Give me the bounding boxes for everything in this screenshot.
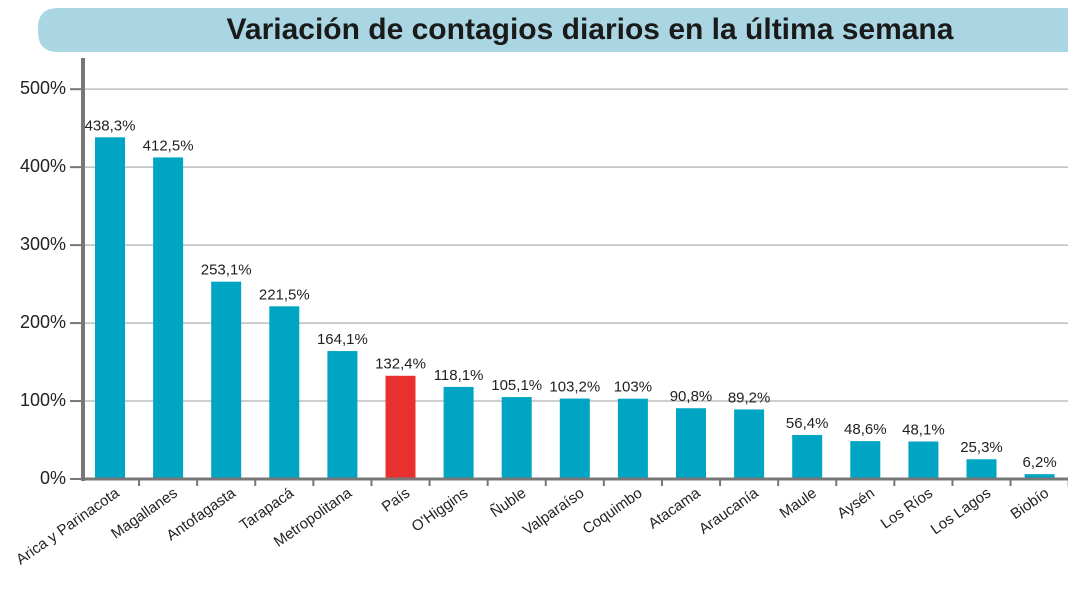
x-tick-label: Biobío [1008,485,1053,523]
x-tick-label: Ñuble [487,485,529,521]
value-label: 221,5% [259,286,310,303]
value-label: 6,2% [1022,454,1056,471]
x-tick-label: O'Higgins [409,485,472,536]
x-tick-label: Los Lagos [928,485,994,539]
bar [443,386,474,479]
value-label: 48,1% [902,421,945,438]
y-tick-label: 200% [20,312,66,332]
value-label: 253,1% [201,262,252,279]
value-label: 132,4% [375,356,426,373]
value-label: 103,2% [549,379,600,396]
value-label: 25,3% [960,439,1003,456]
bar [734,409,765,479]
bar [327,351,358,479]
bar [95,137,125,479]
bar [966,459,997,479]
value-label: 90,8% [670,388,713,405]
bar [211,281,242,479]
bar [153,157,184,479]
chart-title: Variación de contagios diarios en la últ… [227,13,954,46]
y-tick-label: 500% [20,78,66,98]
bar [617,398,648,479]
y-tick-label: 0% [40,468,66,488]
bar [792,435,823,479]
y-tick-label: 100% [20,390,66,410]
bar [676,408,706,479]
bar [559,398,590,479]
bar [850,441,881,479]
x-tick-label: Coquimbo [580,485,646,538]
x-tick-label: Atacama [645,484,704,532]
bar [1024,474,1055,479]
y-tick-label: 300% [20,234,66,254]
value-label: 164,1% [317,331,368,348]
x-tick-label: Valparaíso [520,485,588,539]
value-label: 103% [614,379,652,396]
value-label: 412,5% [143,137,194,154]
value-label: 105,1% [491,377,542,394]
value-label: 438,3% [85,117,136,134]
value-label: 118,1% [434,367,484,384]
title-banner [38,8,1068,52]
value-label: 89,2% [728,389,771,406]
value-label: 56,4% [786,415,829,432]
bar [908,441,939,479]
bar [501,397,532,479]
x-tick-label: Maule [777,485,820,522]
x-tick-label: País [379,485,413,516]
x-tick-label: Araucanía [696,484,762,538]
y-tick-label: 400% [20,156,66,176]
bar [269,306,300,479]
bar [385,375,416,479]
x-tick-label: Aysén [834,485,878,523]
value-label: 48,6% [844,421,887,438]
x-tick-label: Arica y Parinacota [13,484,123,568]
